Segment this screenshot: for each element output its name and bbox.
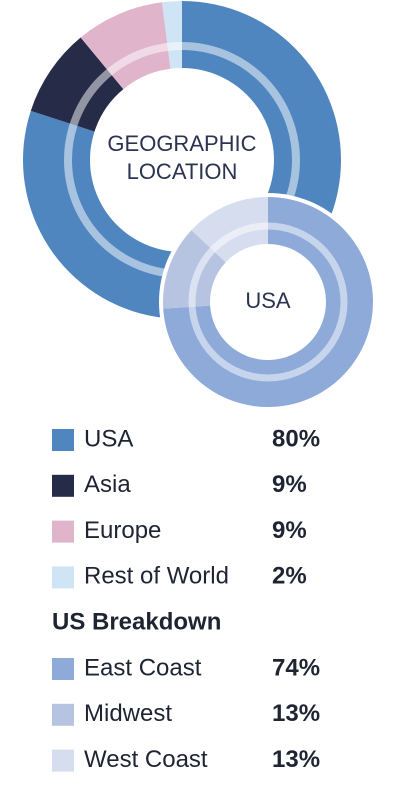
center-label: GEOGRAPHIC LOCATION <box>107 131 257 184</box>
legend-label: Midwest <box>84 700 172 727</box>
donut-slice <box>80 2 171 90</box>
legend-swatch <box>52 749 74 772</box>
legend-swatch <box>52 703 74 726</box>
center-label: USA <box>245 288 291 313</box>
legend-value: 2% <box>272 563 307 590</box>
center-label-box: USA <box>245 288 291 313</box>
legend-value: 13% <box>272 700 320 727</box>
legend-label: USA <box>84 425 133 452</box>
legend-swatch <box>52 658 74 680</box>
donut-slice <box>162 1 182 69</box>
donut-slice <box>191 197 268 263</box>
legend-label: West Coast <box>84 746 208 773</box>
legend-label: Rest of World <box>84 563 229 590</box>
legend-value: 80% <box>272 425 320 452</box>
donut-slice <box>30 37 124 132</box>
legend-value: 9% <box>272 471 307 498</box>
legend-swatch <box>52 566 74 589</box>
legend-swatch <box>52 429 74 451</box>
legend-value: 74% <box>272 654 320 681</box>
legend-swatch <box>52 520 74 543</box>
legend-swatch <box>52 474 74 497</box>
inner-ring <box>188 222 348 382</box>
legend-label: Europe <box>84 517 161 544</box>
legend-label: East Coast <box>84 654 202 681</box>
legend-label: Asia <box>84 471 131 498</box>
legend-value: 9% <box>272 517 307 544</box>
center-label-box: GEOGRAPHIC LOCATION <box>107 131 257 184</box>
legend-heading: US Breakdown <box>52 609 221 636</box>
legend-value: 13% <box>272 746 320 773</box>
